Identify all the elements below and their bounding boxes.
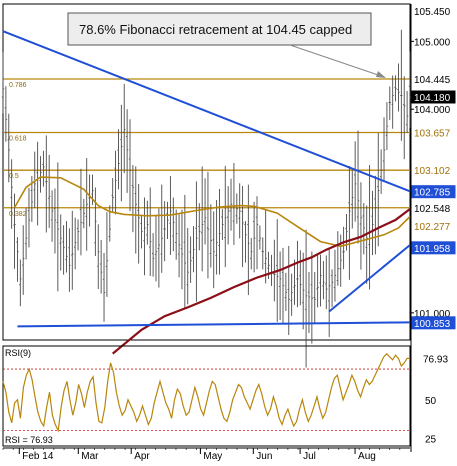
up-trend-line [328,244,411,313]
price-tag-label: 104.445 [414,75,451,86]
x-tick-label: Apr [134,451,150,462]
fib-level-label: 0.618 [9,135,27,142]
price-tag-label: 101.958 [414,244,451,255]
fib-level-label: 0.5 [9,173,19,180]
rsi-current-box [412,352,455,365]
price-tag-box [411,201,456,215]
x-axis: Feb 14 Mar Apr May Jun Jul Aug [2,447,410,462]
rsi-plot-frame [2,345,411,447]
rsi-legend: RSI = 76.93 [5,435,53,445]
down-trend-line [2,30,411,193]
x-tick-label: Jul [303,451,316,462]
price-tag-label: 102.785 [414,188,451,199]
rsi-title: RSI(9) [5,348,31,358]
rsi-line [2,352,411,433]
fib-level-label: 0.786 [9,82,27,89]
price-top-label: 105.450 [414,7,451,18]
price-tag-label: 103.102 [414,166,451,177]
ma-long-line [112,208,411,355]
rsi-tick-label: 50 [425,396,437,407]
rsi-panel: RSI(9) RSI = 76.93 50 25 76.93 [2,345,455,447]
fib-level-label: 0.382 [9,211,27,218]
rsi-tick-label: 25 [425,434,437,445]
rsi-current-label: 76.93 [423,354,448,365]
price-tag-label: 102.548 [414,204,451,215]
price-tag-box [411,316,456,330]
price-tag-box [411,90,456,104]
price-tag-box [411,125,456,139]
price-tag-box [411,163,456,177]
x-tick-label: Feb 14 [22,451,54,462]
base-support-line [17,321,411,328]
x-tick-label: Aug [358,451,376,462]
price-tick-label: 104.000 [414,105,451,116]
price-tick-label: 101.000 [414,309,451,320]
price-tick-label: 105.000 [414,37,451,48]
x-tick-label: May [203,451,222,462]
annotation-arrow-line [289,44,385,78]
price-tag-box [411,72,456,86]
annotation-text: 78.6% Fibonacci retracement at 104.45 ca… [79,22,352,37]
x-tick-label: Jun [256,451,272,462]
price-plot-frame [2,3,411,341]
annotation-callout: 78.6% Fibonacci retracement at 104.45 ca… [67,12,386,78]
price-tag-box [411,241,456,255]
ma-short-line [13,176,411,248]
price-tag-label: 103.657 [414,128,451,139]
annotation-arrowhead [376,71,386,78]
price-tag-label: 104.180 [414,93,451,104]
price-tag-label: 100.853 [414,319,451,330]
price-panel: 105.000 104.000 101.000 105.450 0.786 0.618 0.… [1,3,456,452]
annotation-box [67,12,372,46]
price-tag-label: 102.277 [414,222,451,233]
price-tag-box [411,185,456,199]
price-tag-box [411,219,456,233]
x-tick-label: Mar [81,451,99,462]
